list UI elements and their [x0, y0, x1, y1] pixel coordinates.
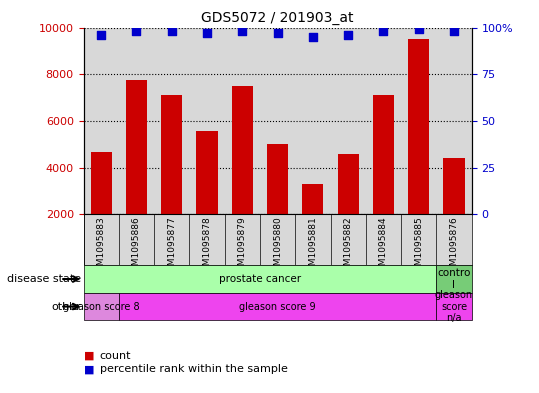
Text: gleason score 9: gleason score 9: [239, 301, 316, 312]
Bar: [437, 265, 472, 293]
Bar: [119, 293, 437, 320]
Bar: [302, 184, 323, 261]
Bar: [232, 86, 253, 261]
Text: ■: ■: [84, 364, 94, 375]
Bar: [267, 144, 288, 261]
Bar: [437, 293, 472, 320]
Bar: [337, 154, 359, 261]
Point: [414, 26, 423, 33]
Point: [379, 28, 388, 34]
Point: [168, 28, 176, 34]
Text: GSM1095877: GSM1095877: [167, 217, 176, 277]
Text: GSM1095886: GSM1095886: [132, 217, 141, 277]
Point: [344, 32, 353, 38]
Text: GSM1095881: GSM1095881: [308, 217, 317, 277]
Text: GSM1095884: GSM1095884: [379, 217, 388, 277]
Bar: [161, 95, 182, 261]
Text: contro
l: contro l: [437, 268, 471, 290]
Bar: [126, 80, 147, 261]
Point: [308, 34, 317, 40]
Bar: [84, 293, 119, 320]
Point: [97, 32, 106, 38]
Text: GSM1095885: GSM1095885: [414, 217, 423, 277]
Title: GDS5072 / 201903_at: GDS5072 / 201903_at: [202, 11, 354, 25]
Text: disease state: disease state: [6, 274, 81, 284]
Text: GSM1095878: GSM1095878: [203, 217, 211, 277]
Bar: [373, 95, 394, 261]
Text: prostate cancer: prostate cancer: [219, 274, 301, 284]
Text: GSM1095882: GSM1095882: [344, 217, 353, 277]
Point: [450, 28, 458, 34]
Bar: [408, 39, 429, 261]
Text: GSM1095880: GSM1095880: [273, 217, 282, 277]
Text: GSM1095879: GSM1095879: [238, 217, 247, 277]
Text: GSM1095876: GSM1095876: [450, 217, 459, 277]
Text: count: count: [100, 351, 131, 361]
Text: ■: ■: [84, 351, 94, 361]
Point: [132, 28, 141, 34]
Point: [203, 30, 211, 36]
Text: other: other: [51, 301, 81, 312]
Bar: [444, 158, 465, 261]
Text: gleason score 8: gleason score 8: [63, 301, 140, 312]
Text: GSM1095883: GSM1095883: [96, 217, 106, 277]
Text: percentile rank within the sample: percentile rank within the sample: [100, 364, 288, 375]
Bar: [196, 131, 218, 261]
Bar: [91, 152, 112, 261]
Point: [238, 28, 247, 34]
Text: gleason
score
n/a: gleason score n/a: [435, 290, 473, 323]
Point: [273, 30, 282, 36]
